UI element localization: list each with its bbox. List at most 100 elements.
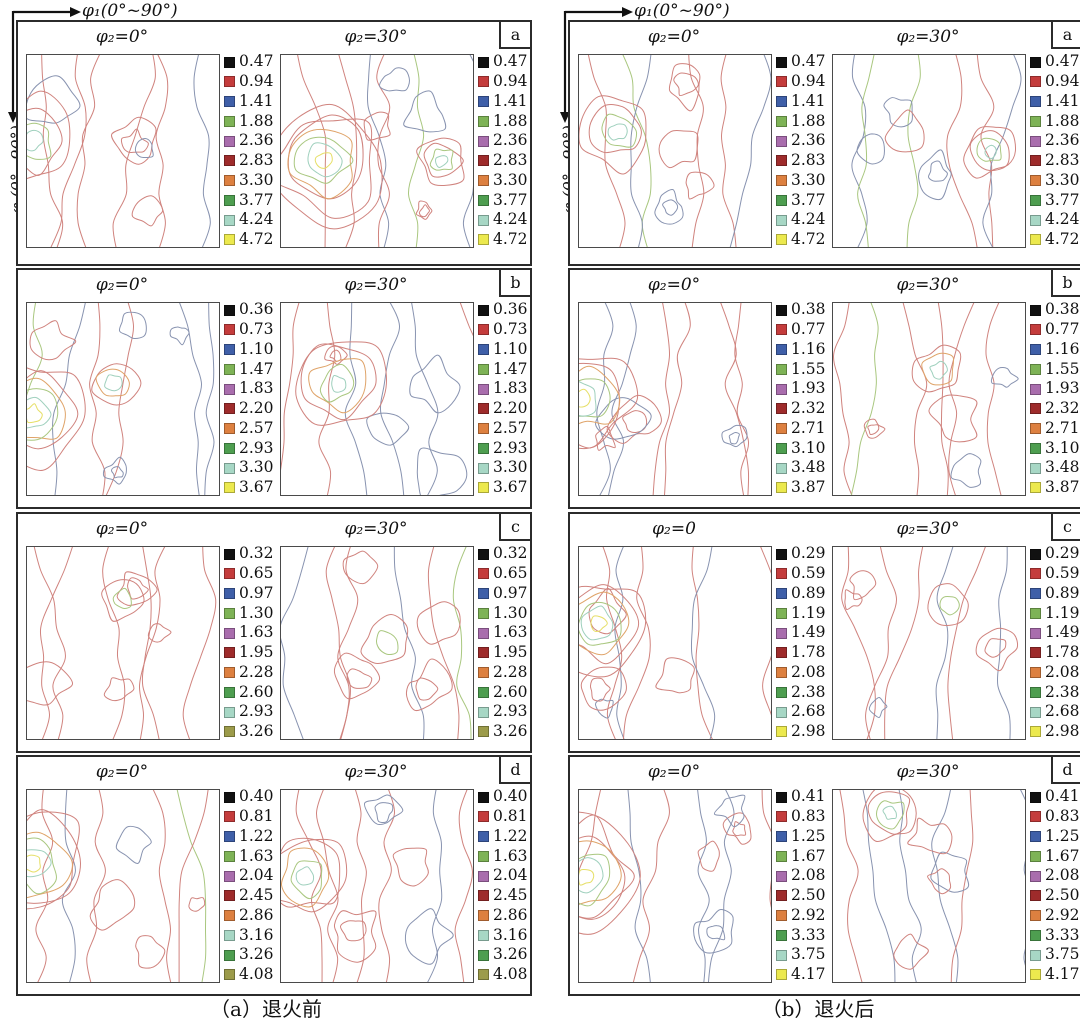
legend-color-swatch bbox=[1030, 811, 1041, 823]
legend-color-swatch bbox=[224, 194, 235, 206]
legend-entry: 1.88 bbox=[1030, 113, 1080, 129]
legend-color-swatch bbox=[224, 423, 235, 435]
legend-value: 1.67 bbox=[791, 846, 826, 865]
legend-color-swatch bbox=[478, 726, 489, 738]
contour-legend: 0.40 0.81 1.22 1.63 2.04 2.45 2.86 3.16 3.26 4.08 bbox=[478, 789, 534, 983]
legend-value: 0.47 bbox=[791, 52, 826, 71]
legend-entry: 2.50 bbox=[1030, 888, 1080, 904]
legend-color-swatch bbox=[224, 831, 235, 843]
legend-color-swatch bbox=[478, 423, 489, 435]
legend-entry: 2.83 bbox=[1030, 153, 1080, 169]
legend-entry: 1.83 bbox=[478, 381, 534, 397]
legend-color-swatch bbox=[776, 234, 787, 246]
legend-entry: 0.41 bbox=[1030, 789, 1080, 805]
legend-entry: 2.38 bbox=[776, 684, 832, 700]
legend-entry: 3.30 bbox=[1030, 170, 1080, 189]
legend-value: 2.68 bbox=[1045, 702, 1080, 721]
section-title: φ₂=30° bbox=[344, 27, 408, 47]
legend-entry: 2.57 bbox=[478, 418, 534, 437]
legend-value: 3.16 bbox=[493, 925, 528, 944]
contour-legend: 0.47 0.94 1.41 1.88 2.36 2.83 3.30 3.77 4.24 4.72 bbox=[478, 54, 534, 248]
legend-color-swatch bbox=[776, 910, 787, 922]
panel-stack-before: a φ₂=0° 0.47 0.94 1.41 1.88 2.36 2.83 3.30 3.77 4.… bbox=[16, 0, 534, 996]
legend-color-swatch bbox=[1030, 949, 1041, 961]
legend-color-swatch bbox=[224, 850, 235, 862]
legend-entry: 1.95 bbox=[478, 645, 534, 661]
legend-value: 2.92 bbox=[791, 905, 826, 924]
legend-entry: 1.63 bbox=[478, 625, 534, 641]
legend-entry: 1.25 bbox=[1030, 828, 1080, 845]
legend-value: 0.81 bbox=[493, 807, 528, 826]
legend-entry: 0.94 bbox=[776, 74, 832, 90]
legend-color-swatch bbox=[1030, 403, 1041, 415]
legend-value: 4.72 bbox=[239, 230, 274, 249]
contour-legend: 0.38 0.77 1.16 1.55 1.93 2.32 2.71 3.10 3.48 3.87 bbox=[1030, 302, 1080, 496]
legend-value: 3.10 bbox=[791, 438, 826, 457]
legend-value: 0.29 bbox=[791, 544, 826, 563]
legend-entry: 0.47 bbox=[478, 54, 534, 70]
legend-entry: 0.36 bbox=[478, 302, 534, 318]
legend-entry: 2.38 bbox=[1030, 684, 1080, 700]
legend-entry: 3.75 bbox=[776, 947, 832, 963]
legend-value: 4.17 bbox=[1045, 965, 1080, 984]
legend-value: 3.10 bbox=[1045, 438, 1080, 457]
section-title: φ₂=0° bbox=[647, 27, 701, 47]
legend-value: 0.29 bbox=[1045, 544, 1080, 563]
legend-entry: 3.48 bbox=[1030, 460, 1080, 476]
legend-color-swatch bbox=[478, 403, 489, 415]
legend-value: 2.98 bbox=[791, 722, 826, 741]
legend-entry: 3.10 bbox=[776, 440, 832, 456]
legend-entry: 0.47 bbox=[776, 54, 832, 70]
legend-entry: 4.24 bbox=[224, 212, 280, 228]
legend-entry: 0.81 bbox=[478, 809, 534, 825]
legend-value: 2.08 bbox=[1045, 662, 1080, 681]
legend-color-swatch bbox=[478, 135, 489, 147]
legend-value: 1.19 bbox=[791, 603, 826, 622]
legend-color-swatch bbox=[224, 234, 235, 246]
legend-value: 0.40 bbox=[239, 787, 274, 806]
legend-value: 4.24 bbox=[239, 210, 274, 229]
legend-color-swatch bbox=[1030, 607, 1041, 619]
legend-value: 1.49 bbox=[1045, 623, 1080, 642]
contour-legend: 0.41 0.83 1.25 1.67 2.08 2.50 2.92 3.33 3.75 4.17 bbox=[1030, 789, 1080, 983]
legend-value: 0.89 bbox=[1045, 583, 1080, 602]
legend-color-swatch bbox=[776, 870, 787, 882]
legend-value: 2.45 bbox=[239, 886, 274, 905]
legend-value: 3.33 bbox=[791, 925, 826, 944]
contour-legend: 0.47 0.94 1.41 1.88 2.36 2.83 3.30 3.77 4.24 4.72 bbox=[776, 54, 832, 248]
legend-value: 3.30 bbox=[1045, 170, 1080, 189]
legend-value: 3.30 bbox=[791, 170, 826, 189]
legend-color-swatch bbox=[478, 607, 489, 619]
legend-color-swatch bbox=[224, 607, 235, 619]
legend-value: 2.57 bbox=[493, 418, 528, 437]
panel-d-after: d φ₂=0° 0.41 0.83 1.25 1.67 2.08 2.50 2.92 3.33 3.… bbox=[568, 755, 1080, 996]
legend-color-swatch bbox=[478, 910, 489, 922]
legend-color-swatch bbox=[478, 647, 489, 659]
legend-color-swatch bbox=[224, 175, 235, 187]
legend-entry: 2.98 bbox=[1030, 724, 1080, 740]
legend-value: 3.77 bbox=[1045, 190, 1080, 209]
legend-color-swatch bbox=[776, 811, 787, 823]
legend-color-swatch bbox=[478, 850, 489, 862]
legend-value: 2.32 bbox=[791, 399, 826, 418]
legend-color-swatch bbox=[1030, 234, 1041, 246]
legend-value: 3.26 bbox=[493, 722, 528, 741]
legend-entry: 0.47 bbox=[224, 54, 280, 70]
legend-value: 2.45 bbox=[493, 886, 528, 905]
legend-color-swatch bbox=[1030, 726, 1041, 738]
legend-color-swatch bbox=[224, 929, 235, 941]
panel-a-after: a φ₂=0° 0.47 0.94 1.41 1.88 2.36 2.83 3.30 3.77 4.… bbox=[568, 20, 1080, 266]
section-title: φ₂=30° bbox=[896, 275, 960, 295]
legend-value: 0.97 bbox=[493, 583, 528, 602]
contour-legend: 0.38 0.77 1.16 1.55 1.93 2.32 2.71 3.10 3.48 3.87 bbox=[776, 302, 832, 496]
section-title: φ₂=0° bbox=[95, 27, 149, 47]
panel-stack-after: a φ₂=0° 0.47 0.94 1.41 1.88 2.36 2.83 3.30 3.77 4.… bbox=[568, 0, 1080, 996]
legend-entry: 3.16 bbox=[224, 927, 280, 943]
legend-color-swatch bbox=[478, 234, 489, 246]
legend-entry: 2.71 bbox=[776, 420, 832, 437]
legend-value: 3.33 bbox=[1045, 925, 1080, 944]
legend-color-swatch bbox=[478, 791, 489, 803]
legend-entry: 2.93 bbox=[224, 704, 280, 720]
legend-color-swatch bbox=[1030, 194, 1041, 206]
legend-value: 1.55 bbox=[1045, 359, 1080, 378]
